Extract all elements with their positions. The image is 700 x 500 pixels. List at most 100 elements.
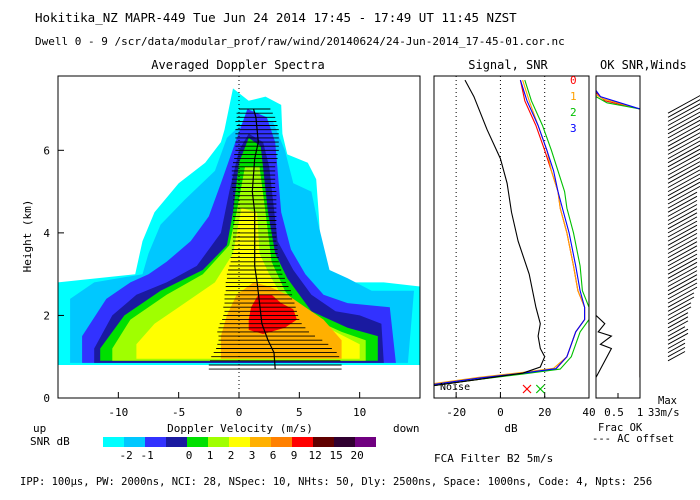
wind-vector xyxy=(667,266,698,283)
signal-xlabel: dB xyxy=(504,422,518,435)
mean-velocity-line xyxy=(251,108,276,370)
wind-vector xyxy=(667,326,686,337)
snr-legend-swatch xyxy=(271,437,292,447)
wind-vector xyxy=(667,136,700,155)
snr-legend-tick: 2 xyxy=(228,449,235,462)
wind-vector xyxy=(667,228,698,246)
wind-vector xyxy=(667,233,698,250)
signal-legend-1: 1 xyxy=(570,90,577,103)
snr-legend-tick: 1 xyxy=(207,449,214,462)
wind-vector xyxy=(667,181,700,201)
snr-legend-swatch xyxy=(334,437,355,447)
wind-vector xyxy=(667,148,700,168)
wind-vector xyxy=(667,286,698,304)
signal-xtick-label: 20 xyxy=(538,406,551,419)
wind-vector xyxy=(667,292,695,308)
signal-xtick-label: -20 xyxy=(446,406,466,419)
signal-legend-3: 3 xyxy=(570,122,577,135)
wind-vector xyxy=(667,195,698,213)
wind-vector xyxy=(667,338,686,349)
snr-legend-label: SNR dB xyxy=(30,435,70,448)
signal-frame xyxy=(433,75,590,399)
header-file-line: Dwell 0 - 9 /scr/data/modular_prof/raw/w… xyxy=(35,35,565,48)
fca-filter-label: FCA Filter B2 5m/s xyxy=(434,452,553,465)
ok-xtick-label: 0.5 xyxy=(604,406,624,419)
snr-legend-tick: 9 xyxy=(291,449,298,462)
wind-vector xyxy=(667,132,700,151)
snr-legend-swatch xyxy=(145,437,166,447)
snr-contour-12 xyxy=(248,294,297,334)
spectra-xtick-label: 0 xyxy=(236,406,243,419)
footer-params: IPP: 100µs, PW: 2000ns, NCI: 28, NSpec: … xyxy=(20,476,652,488)
wind-vector xyxy=(667,351,686,362)
wind-vector xyxy=(667,237,698,254)
corner-label-down: down xyxy=(393,422,420,435)
wind-vector xyxy=(667,270,698,287)
snr-legend-tick: 12 xyxy=(308,449,321,462)
wind-vector xyxy=(667,161,700,180)
noise-marker xyxy=(535,384,545,394)
ok-series-1 xyxy=(596,94,640,378)
spectra-ylabel: Height (km) xyxy=(21,200,34,273)
ac-offset-note: --- AC offset xyxy=(592,433,674,445)
wind-vector xyxy=(667,144,700,164)
wind-vector xyxy=(667,282,698,300)
wind-vector xyxy=(667,224,698,242)
wind-vector xyxy=(667,320,689,333)
wind-vector xyxy=(667,347,686,358)
wind-vector xyxy=(667,328,689,341)
ok-winds-title: OK SNR,Winds xyxy=(600,58,687,72)
snr-legend-swatch xyxy=(124,437,145,447)
wind-vector xyxy=(667,332,689,345)
max-label: Max xyxy=(658,395,677,407)
wind-vector xyxy=(667,342,686,353)
wind-vector xyxy=(667,200,698,217)
wind-vector xyxy=(667,140,700,159)
spectra-xlabel: Doppler Velocity (m/s) xyxy=(167,422,313,435)
snr-legend-swatch xyxy=(250,437,271,447)
spectra-title: Averaged Doppler Spectra xyxy=(151,58,324,72)
noise-label: Noise xyxy=(440,382,470,393)
noise-marker xyxy=(522,384,532,394)
signal-panel: -20 0 20 40 Noise dB FCA Filter B2 5m/s 0 1 2… xyxy=(433,74,596,465)
wind-vector xyxy=(667,169,700,188)
ok-series-0 xyxy=(596,92,640,378)
wind-vector xyxy=(667,165,700,184)
signal-legend-0: 0 xyxy=(570,74,577,87)
spectra-panel: -10 -5 0 5 10 0 2 4 6 Doppler Velocity (m/s) He… xyxy=(21,75,421,435)
spectra-ytick-label: 4 xyxy=(43,227,50,240)
snr-legend-tick: 20 xyxy=(350,449,363,462)
ok-xtick-label: 1 xyxy=(637,406,644,419)
wind-vector xyxy=(667,186,700,205)
wind-vector xyxy=(667,208,698,225)
wind-vector xyxy=(667,220,698,238)
snr-legend-swatch xyxy=(292,437,313,447)
signal-series-2 xyxy=(434,79,589,387)
spectra-ytick-label: 0 xyxy=(43,392,50,405)
wind-vector xyxy=(667,274,698,292)
signal-xtick-label: 40 xyxy=(582,406,595,419)
wind-vector xyxy=(667,204,698,221)
wind-vector xyxy=(667,302,692,316)
snr-legend-swatch xyxy=(103,437,124,447)
ok-series-2 xyxy=(596,96,640,378)
ok-series-3 xyxy=(596,90,640,378)
wind-vector xyxy=(667,245,698,263)
wind-vector xyxy=(667,278,698,296)
wind-vector xyxy=(667,306,692,320)
snr-legend-tick: 15 xyxy=(329,449,342,462)
signal-series-3 xyxy=(434,79,586,385)
spectra-ytick-label: 6 xyxy=(43,144,50,157)
wind-vector xyxy=(667,296,695,312)
spectra-ytick-label: 2 xyxy=(43,309,50,322)
wind-vector xyxy=(667,191,698,209)
wind-vector xyxy=(667,157,700,176)
signal-series-1 xyxy=(434,79,586,385)
wind-vector xyxy=(667,253,698,271)
wind-vector xyxy=(667,257,698,275)
spectra-xtick-label: -5 xyxy=(172,406,185,419)
signal-title: Signal, SNR xyxy=(468,58,548,72)
snr-legend-swatch xyxy=(187,437,208,447)
ok-series-noise xyxy=(596,314,613,378)
